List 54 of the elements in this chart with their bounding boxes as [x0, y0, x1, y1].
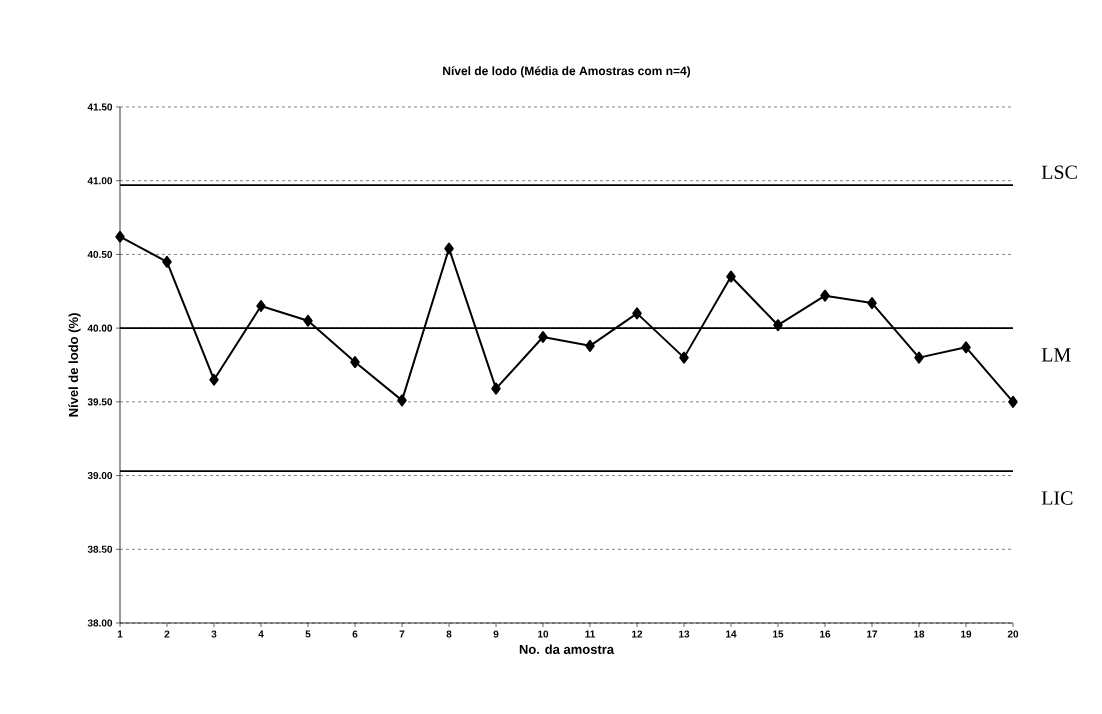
y-tick-label: 40.50 — [87, 250, 113, 258]
x-tick-label: 10 — [538, 630, 549, 638]
ref-line-label: LM — [1041, 348, 1071, 362]
x-tick-label: 8 — [446, 630, 452, 638]
y-tick-label: 39.00 — [87, 472, 113, 480]
x-tick-label: 17 — [867, 630, 878, 638]
x-tick-label: 15 — [773, 630, 784, 638]
point — [585, 339, 595, 352]
y-tick-label: 38.00 — [87, 619, 113, 627]
y-tick-label: 38.50 — [87, 545, 113, 553]
ref-line-label: LSC — [1041, 165, 1077, 179]
y-tick-label: 39.50 — [87, 398, 113, 406]
point — [397, 394, 407, 407]
point — [256, 300, 266, 313]
chart-title: Nível de lodo (Média de Amostras com n=4) — [443, 66, 691, 78]
point — [209, 373, 219, 386]
y-tick-label: 41.00 — [87, 177, 113, 185]
x-tick-label: 2 — [164, 630, 170, 638]
x-tick-label: 13 — [679, 630, 690, 638]
y-tick-label: 40.00 — [87, 324, 113, 332]
point — [961, 341, 971, 354]
point — [632, 307, 642, 320]
y-tick-label: 41.50 — [87, 103, 113, 111]
x-tick-label: 7 — [399, 630, 405, 638]
x-tick-label: 1 — [117, 630, 123, 638]
point — [679, 351, 689, 364]
x-tick-label: 20 — [1007, 630, 1019, 638]
point — [867, 297, 877, 310]
ref-line-label: LIC — [1041, 491, 1073, 505]
point — [820, 289, 830, 302]
x-tick-label: 6 — [352, 630, 358, 638]
y-axis-title: Nível de lodo (%) — [68, 313, 81, 417]
x-tick-label: 11 — [585, 630, 596, 638]
point — [491, 382, 501, 395]
point — [115, 230, 125, 243]
x-tick-label: 12 — [632, 630, 643, 638]
x-tick-label: 3 — [211, 630, 217, 638]
x-tick-label: 16 — [820, 630, 831, 638]
point — [350, 356, 360, 369]
point — [726, 270, 736, 283]
point — [773, 319, 783, 332]
x-tick-label: 9 — [493, 630, 499, 638]
point — [914, 351, 924, 364]
point — [444, 242, 454, 255]
x-axis-title: No. da amostra — [519, 644, 615, 654]
x-tick-label: 18 — [914, 630, 925, 638]
point — [1008, 395, 1018, 408]
point — [162, 255, 172, 268]
x-tick-label: 19 — [961, 630, 972, 638]
point — [303, 314, 313, 327]
x-tick-label: 14 — [726, 630, 737, 638]
point — [538, 330, 548, 343]
x-tick-label: 5 — [305, 630, 311, 638]
x-tick-label: 4 — [258, 630, 264, 638]
